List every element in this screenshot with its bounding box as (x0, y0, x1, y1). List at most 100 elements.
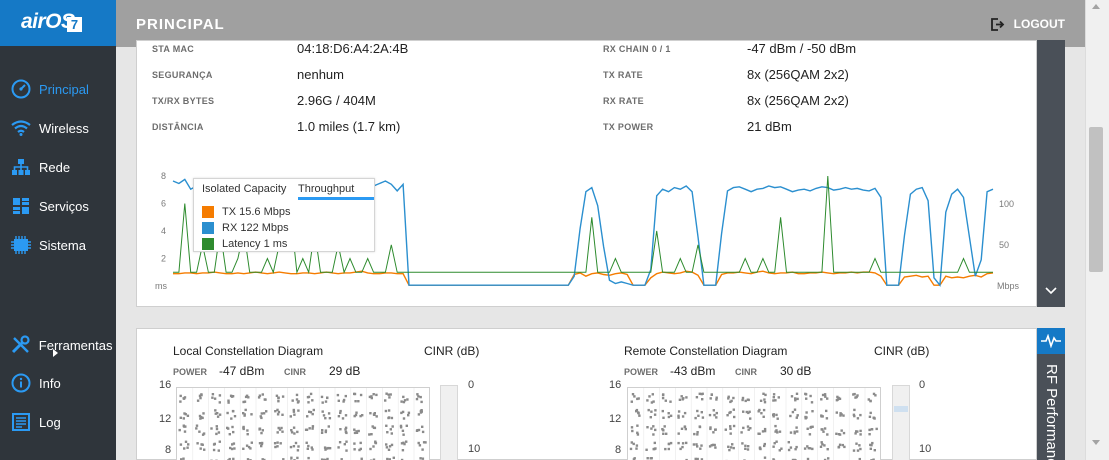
constellation-point (683, 425, 687, 428)
constellation-point (232, 410, 235, 413)
constellation-point (637, 397, 640, 400)
constellation-point (386, 431, 389, 434)
sidebar-item-servicos[interactable]: Serviços (0, 187, 116, 225)
scrollbar-thumb[interactable] (1089, 127, 1103, 272)
constellation-point (695, 396, 699, 399)
constellation-point (790, 395, 794, 398)
constellation-point (361, 414, 364, 417)
constellation-point (343, 443, 346, 446)
constellation-point (715, 396, 718, 399)
constellation-point (653, 413, 657, 416)
constellation-point (324, 400, 328, 403)
constellation-point (759, 447, 762, 451)
constellation-point (636, 431, 639, 434)
constellation-point (775, 413, 778, 417)
scroll-up-arrow-icon[interactable] (1092, 4, 1100, 9)
constellation-point (838, 433, 842, 436)
constellation-point (742, 426, 745, 430)
rf-performance-tab[interactable]: RF Performance (1037, 328, 1065, 460)
constellation-point (242, 447, 245, 450)
constellation-point (763, 427, 767, 431)
constellation-point (232, 442, 236, 445)
constellation-point (321, 429, 324, 432)
constellation-point (370, 433, 373, 436)
constellation-point (250, 413, 253, 416)
constellation-point (870, 444, 873, 447)
constellation-point (793, 432, 796, 435)
constellation-point (823, 458, 827, 460)
constellation-point (182, 397, 185, 400)
constellation-point (401, 429, 405, 432)
constellation-point (680, 395, 683, 398)
constellation-point (710, 393, 713, 396)
constellation-point (400, 411, 403, 415)
constellation-point (794, 397, 797, 400)
sidebar-item-rede[interactable]: Rede (0, 148, 116, 186)
constellation-point (390, 432, 393, 435)
constellation-point (732, 424, 736, 428)
constellation-point (680, 427, 684, 430)
constellation-point (867, 398, 870, 401)
sidebar-item-label: Ferramentas (38, 337, 113, 353)
constellation-point (211, 396, 214, 399)
sidebar-item-wireless[interactable]: Wireless (0, 109, 116, 147)
constellation-point (649, 416, 652, 419)
constellation-point (793, 408, 797, 411)
constellation-point (636, 397, 639, 401)
constellation-point (355, 431, 359, 434)
legend-label: TX 15.6 Mbps (222, 206, 291, 218)
page-scrollbar[interactable] (1085, 0, 1109, 460)
constellation-point (709, 427, 712, 431)
system-icon (10, 234, 32, 256)
sidebar-item-label: Wireless (39, 120, 89, 136)
constellation-point (692, 443, 696, 446)
sidebar-item-principal[interactable]: Principal (0, 70, 116, 108)
constellation-point (825, 417, 829, 420)
constellation-point (321, 401, 324, 404)
constellation-point (417, 395, 420, 398)
constellation-point (714, 446, 717, 449)
logout-button[interactable]: LOGOUT (990, 17, 1065, 31)
constellation-point (292, 445, 296, 448)
sidebar-item-info[interactable]: Info (0, 364, 116, 402)
status-value: 8x (256QAM 2x2) (747, 93, 849, 108)
constellation-point (819, 445, 823, 448)
constellation-point (326, 457, 329, 460)
constellation-point (227, 427, 230, 430)
constellation-point (373, 426, 377, 430)
constellation-point (793, 458, 796, 460)
constellation-point (246, 458, 250, 460)
constellation-point (726, 414, 729, 417)
constellation-point (646, 399, 649, 402)
constellation-point (297, 400, 300, 403)
constellation-point (374, 441, 378, 445)
sidebar-item-label: Serviços (39, 198, 89, 214)
constellation-point (242, 427, 245, 431)
sidebar-item-sistema[interactable]: Sistema (0, 226, 116, 264)
tab-throughput[interactable]: Throughput (298, 183, 374, 200)
constellation-point (695, 458, 698, 460)
scroll-down-arrow-icon[interactable] (1092, 440, 1100, 445)
tab-isolated-capacity[interactable]: Isolated Capacity (202, 183, 287, 195)
sidebar-item-log[interactable]: Log (0, 403, 116, 441)
constellation-point (763, 442, 766, 446)
constellation-point (399, 426, 403, 429)
constellation-point (630, 441, 633, 444)
constellation-point (805, 397, 808, 400)
constellation-point (662, 429, 665, 432)
sidebar-item-ferramentas[interactable]: Ferramentas (0, 328, 116, 362)
constellation-point (247, 445, 251, 449)
constellation-point (823, 444, 826, 447)
constellation-point (355, 430, 358, 433)
constellation-point (858, 444, 861, 447)
constellation-point (243, 400, 247, 403)
y-axis-tick-label: 2 (161, 254, 166, 264)
constellation-point (202, 412, 205, 415)
constellation-point (698, 392, 701, 395)
constellation-point (872, 416, 876, 420)
chevron-down-icon[interactable] (1045, 287, 1057, 295)
y2-axis-unit-label: Mbps (997, 281, 1020, 291)
constellation-point (244, 408, 247, 412)
remote-constellation-title: Remote Constellation Diagram (624, 344, 788, 358)
constellation-point (340, 458, 343, 460)
